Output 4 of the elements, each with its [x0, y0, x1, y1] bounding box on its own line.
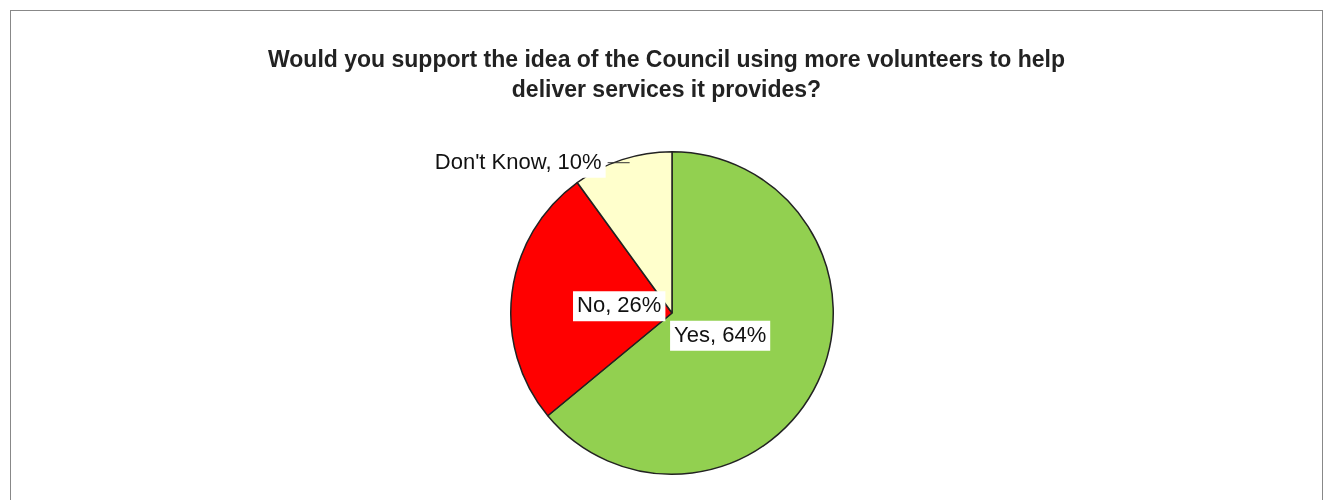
- chart-title: Would you support the idea of the Council using more volunteers to help deliver services it provides?: [267, 45, 1066, 104]
- slice-label: Yes, 64%: [674, 321, 767, 347]
- slice-label: No, 26%: [577, 292, 662, 318]
- slice-label: Don't Know, 10%: [434, 148, 602, 174]
